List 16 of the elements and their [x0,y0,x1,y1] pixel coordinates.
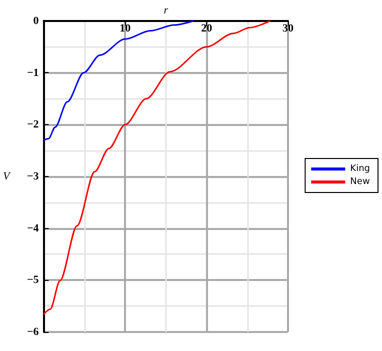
y-tick-label: −3 [26,170,40,182]
y-tick-label: −2 [26,118,40,131]
y-tick-label: 0 [33,14,40,27]
y-tick-label: −5 [26,274,40,286]
y-tick-label: −6 [26,326,40,338]
y-tick-label: −1 [26,66,39,79]
legend-label: King [350,164,370,174]
legend-label: New [350,177,370,187]
line-series [42,20,194,141]
x-tick-label: 30 [282,22,294,34]
x-tick-label: 10 [120,22,132,34]
line-series [42,20,271,316]
x-axis-title: r [164,4,169,16]
x-tick-label: 20 [201,22,213,34]
y-tick-label: −4 [26,222,40,234]
y-axis-title: V [2,170,11,182]
